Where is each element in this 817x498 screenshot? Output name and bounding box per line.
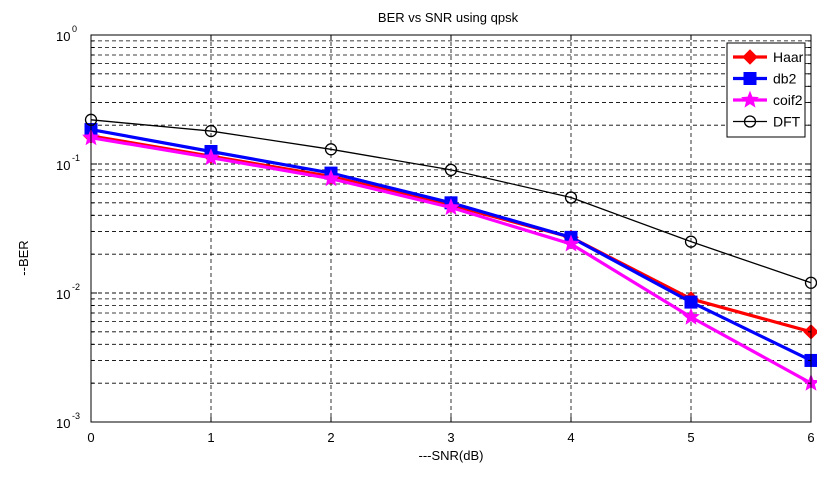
x-tick-label: 4 [567,430,574,445]
x-tick-label: 1 [207,430,214,445]
legend-marker-dft [743,115,757,128]
y-tick-exponent: 0 [72,24,77,34]
x-tick-label: 3 [447,430,454,445]
x-tick-label: 5 [687,430,694,445]
data-point-dft [204,124,218,138]
y-tick-exponent: -3 [72,411,80,421]
x-axis-label: ---SNR(dB) [419,448,484,463]
y-tick-label: 10 [56,29,70,44]
data-point-dft [324,143,338,156]
series-line-dft [90,119,812,284]
grid [91,35,811,422]
legend: Haar db2 coif2 DFT [726,42,806,138]
data-point-dft [444,163,458,177]
legend-marker-coif2 [741,90,759,108]
data-point-coif2 [202,148,220,166]
series-layer [82,113,817,391]
chart-title: BER vs SNR using qpsk [378,10,519,25]
x-tick-label: 2 [327,430,334,445]
data-point-coif2 [562,234,580,252]
data-point-dft [564,191,578,204]
data-point-db2 [684,295,698,309]
data-point-coif2 [322,169,340,187]
y-tick-label: 10 [56,416,70,431]
data-point-dft [684,235,698,248]
legend-label-haar: Haar [773,49,804,65]
x-tick-label: 6 [807,430,814,445]
data-point-coif2 [682,307,700,325]
data-point-coif2 [442,198,460,216]
y-axis-label: --BER [16,240,31,275]
legend-marker-haar [742,49,758,65]
legend-marker-db2 [743,72,757,85]
y-tick-label: 10 [56,158,70,173]
legend-label-coif2: coif2 [773,92,803,108]
y-tick-label: 10 [56,287,70,302]
series-dft [84,113,817,289]
y-tick-exponent: -1 [72,153,80,163]
legend-label-db2: db2 [773,71,797,87]
x-tick-label: 0 [87,430,94,445]
y-tick-exponent: -2 [72,282,80,292]
legend-label-dft: DFT [773,114,801,130]
